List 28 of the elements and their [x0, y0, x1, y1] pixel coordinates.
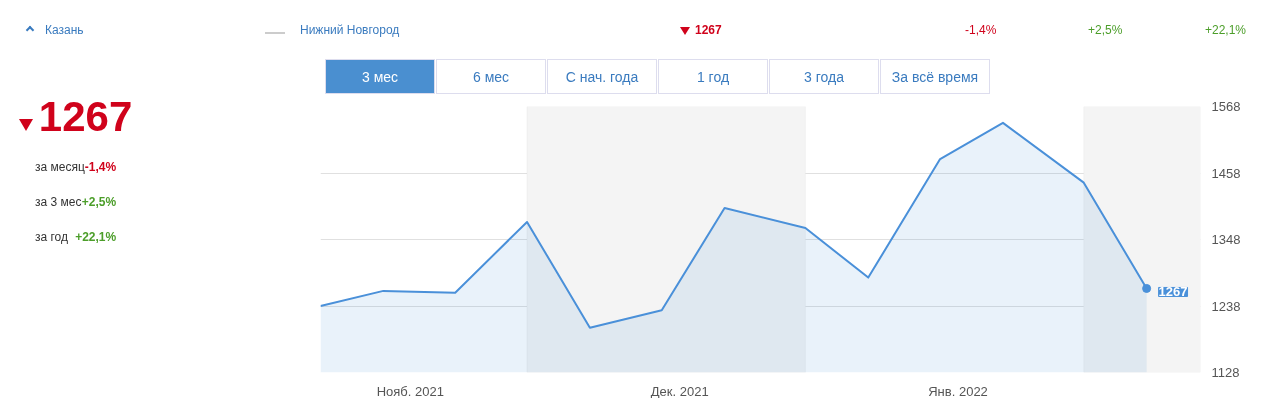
text: 6 мес: [436, 59, 546, 94]
text: -1,4%: [84, 159, 117, 176]
text: +22,1%: [75, 229, 117, 246]
text: за 3 мес: [35, 194, 82, 211]
text: 1 год: [658, 59, 768, 94]
text: Казань: [45, 22, 84, 39]
text: за месяц: [35, 159, 85, 176]
text: +22,1%: [1205, 22, 1247, 39]
text: С нач. года: [547, 59, 657, 94]
text: 3 мес: [325, 59, 435, 94]
y-tick-label: 1238: [1211, 298, 1241, 314]
text: -1,4%: [965, 22, 997, 39]
y-tick-label: 1458: [1211, 165, 1241, 181]
text: 1267: [695, 22, 722, 39]
x-tick-label: Янв. 2022: [928, 383, 988, 398]
y-tick-label: 1128: [1211, 365, 1240, 380]
text: За всё время: [880, 59, 990, 94]
text: 1267: [37, 92, 134, 142]
y-tick-label: 1568: [1211, 99, 1241, 114]
x-tick-label: Нояб. 2021: [376, 383, 444, 398]
y-tick-label: 1348: [1211, 232, 1241, 247]
text: Нижний Новгород: [300, 22, 400, 39]
text: +2,5%: [1088, 22, 1123, 39]
x-tick-label: Дек. 2021: [650, 383, 709, 398]
text: за год: [35, 229, 69, 246]
data-label: 1267: [1158, 284, 1188, 300]
text: 3 года: [769, 59, 879, 94]
text: +2,5%: [81, 194, 117, 211]
